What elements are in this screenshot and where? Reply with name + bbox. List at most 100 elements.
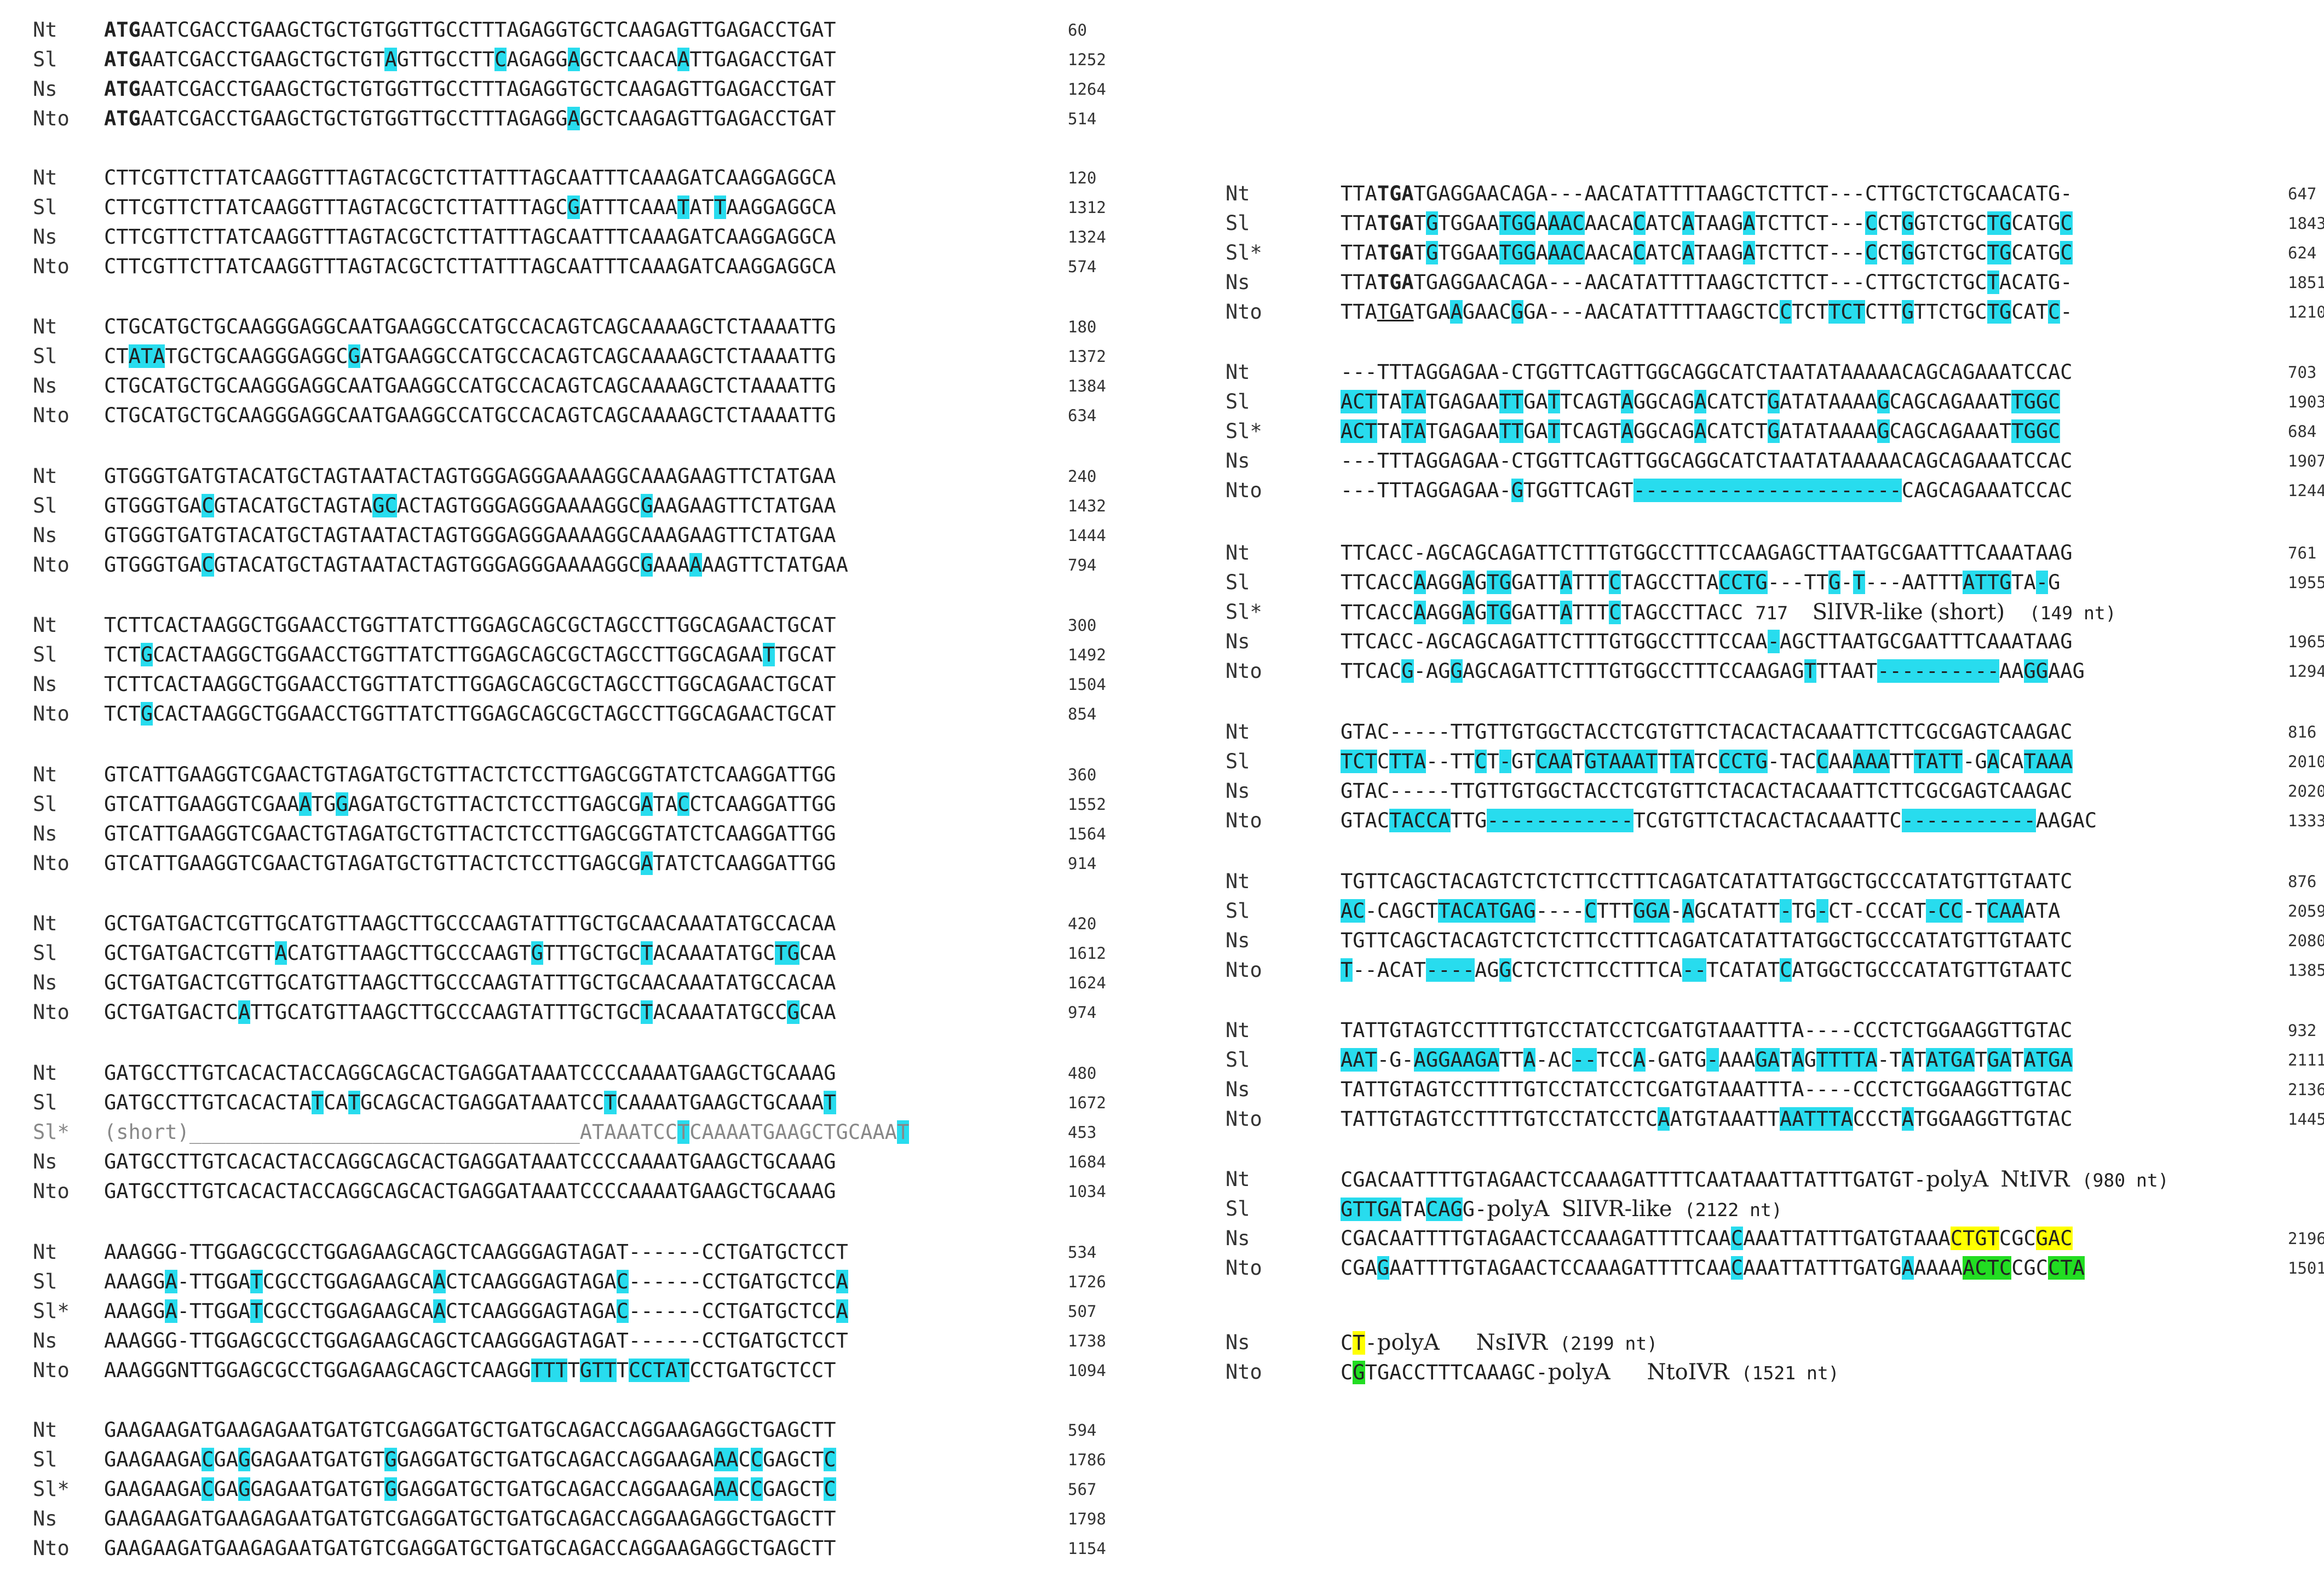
sequence-segment: TGG bbox=[1499, 211, 1536, 235]
sequence-segment: ------CCTGATGCTCC bbox=[628, 1299, 836, 1323]
sequence: GTAC-----TTGTTGTGGCTACCTCGTGTTCTACACTACA… bbox=[1341, 776, 2073, 806]
alignment-row: Sl ATGAATCGACCTGAAGCTGCTGTAGTTGCCTTCAGAGG… bbox=[0, 45, 1117, 74]
sequence-segment: TGAGGAACAGA---AACATATTTTAAGCTCTTCT---CTT… bbox=[1413, 182, 2073, 205]
species-label: Nto bbox=[33, 702, 70, 726]
sequence-segment: ACT bbox=[1341, 419, 1377, 443]
sequence-segment: ACAAATATGCC bbox=[653, 1000, 787, 1024]
spacer bbox=[1549, 1198, 1561, 1221]
sequence-segment: C bbox=[2060, 211, 2073, 235]
sequence-segment: ATGAAGGCCATGCCACAGTCAGCAAAAGCTCTAAAATTG bbox=[360, 344, 836, 368]
sequence-segment: G bbox=[1425, 241, 1439, 264]
sequence-segment: G bbox=[1377, 1256, 1390, 1280]
alignment-row: Sl GTGGGTGACGTACATGCTAGTAGCACTAGTGGGAGGGA… bbox=[0, 491, 1117, 521]
sequence-segment: TATCTCAAGGATTGG bbox=[653, 851, 836, 875]
sequence-segment: CACTAAGGCTGGAACCTGGTTATCTTGGAGCAGCGCTAGC… bbox=[153, 643, 763, 666]
sequence-segment: TG bbox=[1487, 601, 1511, 624]
species-label: Sl bbox=[1226, 571, 1250, 594]
sequence-segment: -TTGGA bbox=[177, 1299, 251, 1323]
position-number: 1672 bbox=[1068, 1093, 1106, 1112]
sequence-segment: AACA bbox=[1584, 211, 1633, 235]
sequence-segment: TCT bbox=[1341, 750, 1377, 773]
position-number: 816 bbox=[2288, 723, 2317, 741]
sequence-segment: TGGC bbox=[2011, 419, 2061, 443]
sequence-segment: AAGGAGGCA bbox=[726, 195, 836, 219]
species-label: Ns bbox=[33, 1507, 57, 1530]
alignment-row: Nto GTCATTGAAGGTCGAACTGTAGATGCTGTTACTCTCC… bbox=[0, 849, 1117, 878]
sequence-segment: ATATAAAA bbox=[1780, 419, 1878, 443]
sequence-segment: CTTCGTTCTTATCAAGGTTTAGTACGCTCTTATTTAGCAA… bbox=[104, 166, 836, 189]
sequence-segment: CTA bbox=[2048, 1256, 2085, 1280]
sequence-segment: (short)________________________________A… bbox=[104, 1120, 677, 1144]
sequence-segment: TCAGT bbox=[1560, 390, 1621, 413]
sequence: T--ACAT----AGGCTCTCTTCCTTTCA--TCATATCATG… bbox=[1341, 955, 2073, 985]
sequence-segment: TCTTCACTAAGGCTGGAACCTGGTTATCTTGGAGCAGCGC… bbox=[104, 672, 836, 696]
sequence-segment: A bbox=[641, 851, 653, 875]
sequence-segment: GATGCCTTGTCACACTACCAGGCAGCACTGAGGATAAATC… bbox=[104, 1061, 836, 1085]
sequence: GCTGATGACTCGTTGCATGTTAAGCTTGCCCAAGTATTTG… bbox=[104, 968, 836, 998]
sequence-segment: TT bbox=[1499, 419, 1524, 443]
sequence: ACTTATATGAGAATTGATTCAGTAGGCAGACATCTGATAT… bbox=[1341, 387, 2061, 417]
sequence-segment: C bbox=[1609, 601, 1621, 624]
sequence-segment: - bbox=[1840, 571, 1853, 594]
sequence-segment: CGCCTGGAGAAGCA bbox=[262, 1270, 434, 1293]
sequence-segment: -- bbox=[1682, 958, 1707, 982]
sequence-segment: GAGGATGCTGATGCAGACCAGGAAGA bbox=[396, 1448, 714, 1471]
sequence-segment: AAAGG bbox=[104, 1270, 165, 1293]
sequence-segment: A bbox=[1901, 1048, 1914, 1072]
sequence-segment: A bbox=[1658, 1107, 1670, 1131]
position-number: 1843 bbox=[2288, 214, 2324, 233]
species-label: Sl bbox=[33, 792, 57, 816]
alignment-row: Sl TCTCTTA--TTCT-GTCAATGTAAATTTATCCCTG-TA… bbox=[1215, 747, 2324, 776]
sequence-segment: T bbox=[677, 195, 690, 219]
sequence-segment: ATG bbox=[104, 77, 141, 101]
sequence-segment: AAAGGG-TTGGAGCGCCTGGAGAAGCAGCTCAAGGGAGTA… bbox=[104, 1240, 848, 1264]
position-number: 1384 bbox=[1068, 377, 1106, 395]
alignment-row: Ns GTGGGTGATGTACATGCTAGTAATACTAGTGGGAGGGA… bbox=[0, 521, 1117, 550]
species-label: Nt bbox=[33, 613, 57, 637]
sequence: GAAGAAGACGAGGAGAATGATGTGGAGGATGCTGATGCAG… bbox=[104, 1475, 836, 1504]
sequence-segment: AAAGG bbox=[104, 1299, 165, 1323]
sequence-segment: TTCTGC bbox=[1914, 300, 1987, 324]
sequence-segment: GATGCCTTGTCACACTACCAGGCAGCACTGAGGATAAATC… bbox=[104, 1179, 836, 1203]
sequence-segment: G bbox=[348, 344, 360, 368]
sequence: GAAGAAGATGAAGAGAATGATGTCGAGGATGCTGATGCAG… bbox=[104, 1415, 836, 1445]
sequence-segment: TGAGGAACAGA---AACATATTTTAAGCTCTTCT---CTT… bbox=[1413, 270, 1987, 294]
ivr-name: SlIVR-like bbox=[1561, 1196, 1672, 1222]
sequence-segment: CTTCGTTCTTATCAAGGTTTAGTACGCTCTTATTTAGCAA… bbox=[104, 255, 836, 278]
alignment-row: Nto TATTGTAGTCCTTTTGTCCTATCCTCAATGTAAATTA… bbox=[1215, 1104, 2324, 1134]
species-label: Sl bbox=[33, 1091, 57, 1114]
sequence-segment: AATCGACCTGAAGCTGCTGTGGTTGCCTTTAGAGGTGCTC… bbox=[140, 77, 836, 101]
sequence-segment: TTA bbox=[1389, 750, 1426, 773]
species-label: Sl bbox=[1226, 1197, 1250, 1221]
alignment-row: Sl GAAGAAGACGAGGAGAATGATGTGGAGGATGCTGATGC… bbox=[0, 1445, 1117, 1475]
position-number: 1372 bbox=[1068, 347, 1106, 366]
species-label: Nt bbox=[33, 1240, 57, 1264]
sequence-segment: CAGCAGAAATCCAC bbox=[1901, 479, 2073, 502]
sequence-segment: TGA bbox=[1377, 211, 1414, 235]
alignment-row: Nt AAAGGG-TTGGAGCGCCTGGAGAAGCAGCTCAAGGGAG… bbox=[0, 1237, 1117, 1267]
sequence-segment: AGCTTAATGCGAATTTCAAATAAG bbox=[1779, 630, 2073, 653]
sequence-segment: ATG bbox=[104, 107, 141, 130]
sequence-segment: ACTC bbox=[1963, 1256, 2012, 1280]
sequence-segment: TT bbox=[1499, 1048, 1524, 1072]
position-number: 2196 bbox=[2288, 1229, 2324, 1248]
sequence-segment: A bbox=[1535, 211, 1548, 235]
position-number: 703 bbox=[2288, 363, 2317, 382]
species-label: Sl* bbox=[33, 1477, 70, 1501]
sequence-segment: C bbox=[1475, 750, 1487, 773]
sequence-segment: T bbox=[1353, 1331, 1365, 1355]
sequence-segment: AA bbox=[1999, 659, 2024, 683]
sequence-segment: A bbox=[1621, 419, 1633, 443]
sequence-segment: TTT bbox=[1572, 571, 1609, 594]
sequence-segment: C bbox=[750, 1477, 763, 1501]
position-number: 2059 bbox=[2288, 902, 2324, 920]
sequence-segment: G bbox=[1901, 211, 1914, 235]
sequence-segment: A bbox=[1462, 571, 1475, 594]
sequence-segment: G bbox=[1450, 659, 1463, 683]
sequence-segment: TATT bbox=[1914, 750, 1963, 773]
sequence-segment: TGAGAA bbox=[1425, 419, 1499, 443]
sequence: GTCATTGAAGGTCGAACTGTAGATGCTGTTACTCTCCTTG… bbox=[104, 760, 836, 790]
alignment-row: Ns ATGAATCGACCTGAAGCTGCTGTGGTTGCCTTTAGAGG… bbox=[0, 74, 1117, 104]
alignment-row: Ns CTGCATGCTGCAAGGGAGGCAATGAAGGCCATGCCACA… bbox=[0, 371, 1117, 401]
sequence-segment: CATG bbox=[2011, 211, 2061, 235]
